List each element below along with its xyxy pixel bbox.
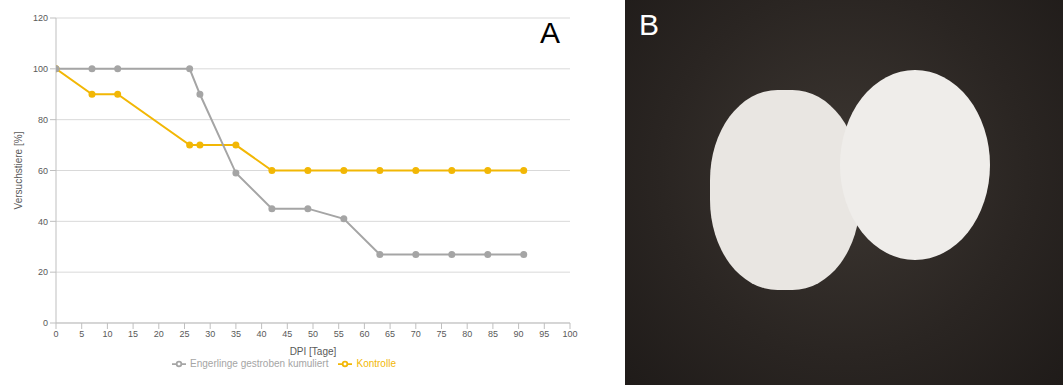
- svg-text:90: 90: [514, 329, 524, 339]
- svg-text:20: 20: [154, 329, 164, 339]
- svg-text:75: 75: [436, 329, 446, 339]
- html-text:Engerlinge gestroben kumuliert: Engerlinge gestroben kumuliert: [190, 357, 329, 369]
- svg-text:DPI [Tage]: DPI [Tage]: [290, 346, 337, 357]
- svg-text:40: 40: [257, 329, 267, 339]
- svg-text:120: 120: [33, 13, 48, 23]
- svg-text:80: 80: [462, 329, 472, 339]
- svg-text:100: 100: [33, 64, 48, 74]
- svg-text:20: 20: [38, 267, 48, 277]
- svg-text:10: 10: [102, 329, 112, 339]
- svg-text:100: 100: [562, 329, 577, 339]
- svg-text:45: 45: [282, 329, 292, 339]
- html-text:Kontrolle: Kontrolle: [356, 357, 396, 369]
- svg-text:5: 5: [79, 329, 84, 339]
- html-text:B: B: [639, 8, 659, 41]
- svg-text:35: 35: [231, 329, 241, 339]
- svg-text:55: 55: [334, 329, 344, 339]
- svg-text:15: 15: [128, 329, 138, 339]
- svg-text:40: 40: [38, 217, 48, 227]
- svg-text:85: 85: [488, 329, 498, 339]
- svg-text:0: 0: [43, 318, 48, 328]
- svg-text:95: 95: [539, 329, 549, 339]
- svg-text:65: 65: [385, 329, 395, 339]
- svg-text:30: 30: [205, 329, 215, 339]
- svg-text:70: 70: [411, 329, 421, 339]
- svg-text:60: 60: [38, 166, 48, 176]
- svg-text:50: 50: [308, 329, 318, 339]
- svg-text:Versuchstiere [%]: Versuchstiere [%]: [13, 131, 24, 209]
- html-text:A: A: [540, 16, 560, 49]
- svg-text:25: 25: [179, 329, 189, 339]
- svg-text:80: 80: [38, 115, 48, 125]
- svg-text:60: 60: [359, 329, 369, 339]
- svg-text:0: 0: [53, 329, 58, 339]
